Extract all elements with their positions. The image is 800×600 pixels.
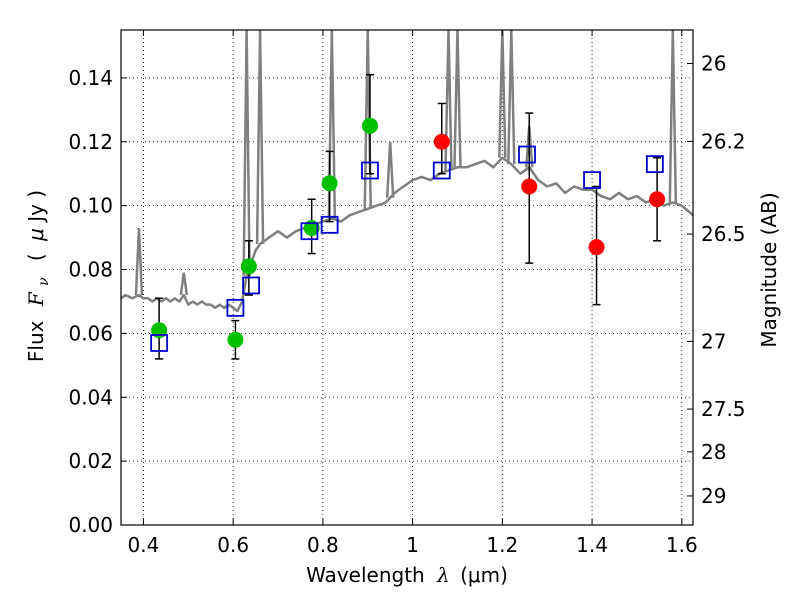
x-tick-label: 0.6 (217, 533, 249, 557)
y-tick-label: 0.00 (68, 513, 113, 537)
data-point (321, 175, 338, 192)
spectrum-line (121, 156, 693, 313)
model-point (645, 155, 664, 174)
y-tick-label: 0.06 (68, 321, 113, 345)
y2-axis-ticks: 26 26.2 26.5 27 27.5 28 29 (687, 52, 746, 508)
y2-axis-label: Magnitude (AB) (757, 192, 781, 347)
model-point (300, 222, 319, 241)
x-tick-label: 0.8 (307, 533, 339, 557)
emission-line (255, 30, 265, 244)
emission-line (242, 30, 251, 276)
data-point (649, 191, 666, 208)
y2-tick-label: 26 (701, 52, 726, 76)
data-markers (150, 117, 666, 352)
y2-tick-label: 26.5 (701, 222, 746, 246)
emission-line (498, 30, 507, 158)
x-tick-label: 1.2 (486, 533, 518, 557)
y-tick-label: 0.02 (68, 449, 113, 473)
model-point (226, 298, 245, 317)
grid (121, 30, 693, 526)
y-axis-label: Flux F ν ( μ Jy ) (24, 190, 53, 362)
emission-line (453, 30, 462, 168)
y-tick-label: 0.10 (68, 194, 113, 218)
y-tick-label: 0.04 (68, 385, 113, 409)
emission-line (134, 227, 144, 296)
model-point (361, 161, 379, 180)
x-tick-label: 1.4 (576, 533, 608, 557)
y-tick-label: 0.12 (68, 130, 113, 154)
y2-tick-label: 29 (701, 484, 726, 508)
x-axis-label: Wavelength λ (μm) (306, 563, 508, 587)
data-point (240, 258, 257, 275)
x-tick-label: 1 (406, 533, 419, 557)
emission-line (507, 30, 516, 165)
model-point (518, 145, 536, 164)
model-point (583, 171, 601, 189)
x-axis-ticks: 0.4 0.6 0.8 1 1.2 1.4 1.6 (128, 30, 698, 557)
y2-tick-label: 27.5 (701, 397, 746, 421)
data-point (433, 133, 450, 150)
y2-tick-label: 28 (701, 440, 726, 464)
emission-line (668, 30, 678, 203)
data-point (227, 331, 244, 348)
model-point (242, 276, 261, 295)
emission-line (179, 272, 189, 296)
y-tick-label: 0.14 (68, 66, 113, 90)
x-tick-label: 1.6 (666, 533, 698, 557)
plot-frame (120, 29, 694, 526)
y2-tick-label: 27 (701, 329, 726, 353)
x-tick-label: 0.4 (128, 533, 160, 557)
model-point (320, 215, 339, 234)
emission-line (444, 30, 453, 171)
y-tick-label: 0.08 (68, 258, 113, 282)
model-spectrum (121, 30, 693, 313)
model-point (150, 334, 169, 352)
emission-line (385, 141, 395, 198)
y-axis-ticks: 0.00 0.02 0.04 0.06 0.08 0.10 0.12 0.14 (68, 66, 127, 537)
data-point (521, 178, 538, 195)
data-point (588, 239, 605, 256)
model-point (432, 161, 451, 180)
data-point (361, 117, 378, 134)
y2-tick-label: 26.2 (701, 129, 746, 153)
